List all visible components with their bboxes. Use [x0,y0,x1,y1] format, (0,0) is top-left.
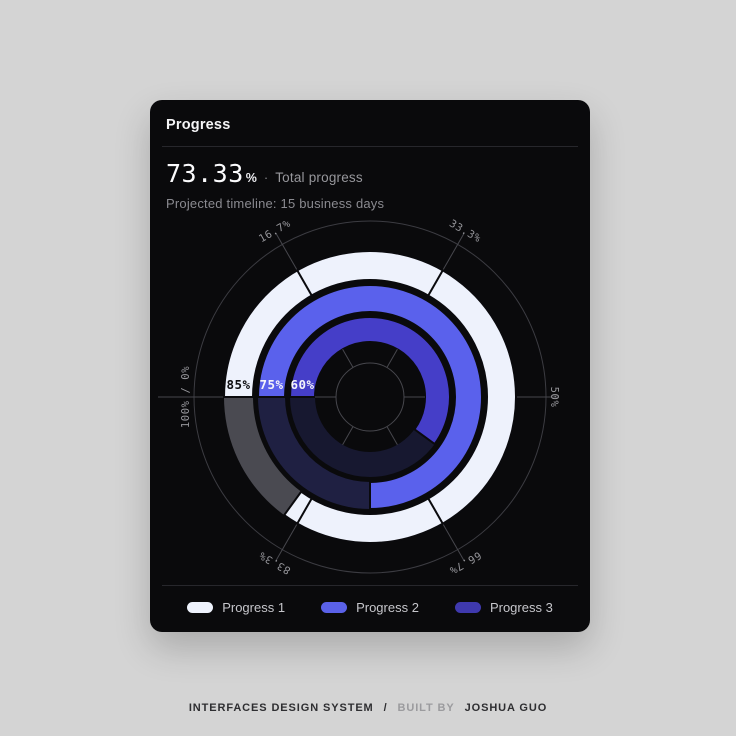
chart-legend: Progress 1 Progress 2 Progress 3 [150,586,590,627]
page-footer: INTERFACES DESIGN SYSTEM / BUILT BY JOSH… [0,702,736,714]
svg-text:100% / 0%: 100% / 0% [180,366,192,428]
total-progress-value: 73.33 [166,159,244,188]
footer-built-by: BUILT BY [397,702,455,714]
svg-text:50%: 50% [548,387,560,408]
card-title: Progress [166,117,231,133]
total-progress-label: Total progress [275,170,363,185]
chart-area: 85% 75% 60% 100% / 0% 16.7% 33.3% 50% 66.7% 83.3… [150,217,590,585]
total-progress-unit: % [245,171,257,185]
legend-item-progress-1: Progress 1 [187,600,285,615]
svg-text:75%: 75% [259,377,283,392]
legend-item-progress-2: Progress 2 [321,600,419,615]
projected-timeline: Projected timeline: 15 business days [166,196,385,211]
stats-block: 73.33 % · Total progress Projected timel… [150,147,590,217]
legend-swatch-progress-3 [454,602,481,613]
legend-item-progress-3: Progress 3 [454,600,553,615]
svg-text:85%: 85% [226,377,250,392]
dot-separator: · [263,170,269,185]
progress-card: Progress 73.33 % · Total progress Projec… [150,100,590,632]
footer-brand: INTERFACES DESIGN SYSTEM [188,702,374,714]
legend-label: Progress 3 [489,600,553,615]
legend-label: Progress 2 [356,600,419,615]
total-progress-row: 73.33 % · Total progress [166,159,574,188]
legend-swatch-progress-2 [321,602,348,613]
footer-author: JOSHUA GUO [464,702,548,714]
legend-swatch-progress-1 [187,602,214,613]
legend-label: Progress 1 [222,600,286,615]
radial-progress-chart: 85% 75% 60%100% / 0%16.7% 33.3%50%66.7%83.3… [158,218,560,576]
legend-divider [162,585,578,586]
header-divider [162,146,578,147]
svg-text:60%: 60% [290,377,314,392]
footer-slash: / [383,702,388,714]
